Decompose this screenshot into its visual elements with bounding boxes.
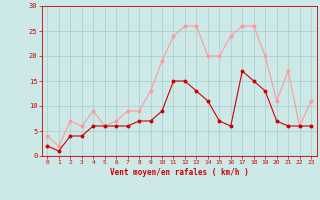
X-axis label: Vent moyen/en rafales ( km/h ): Vent moyen/en rafales ( km/h ) [110, 168, 249, 177]
